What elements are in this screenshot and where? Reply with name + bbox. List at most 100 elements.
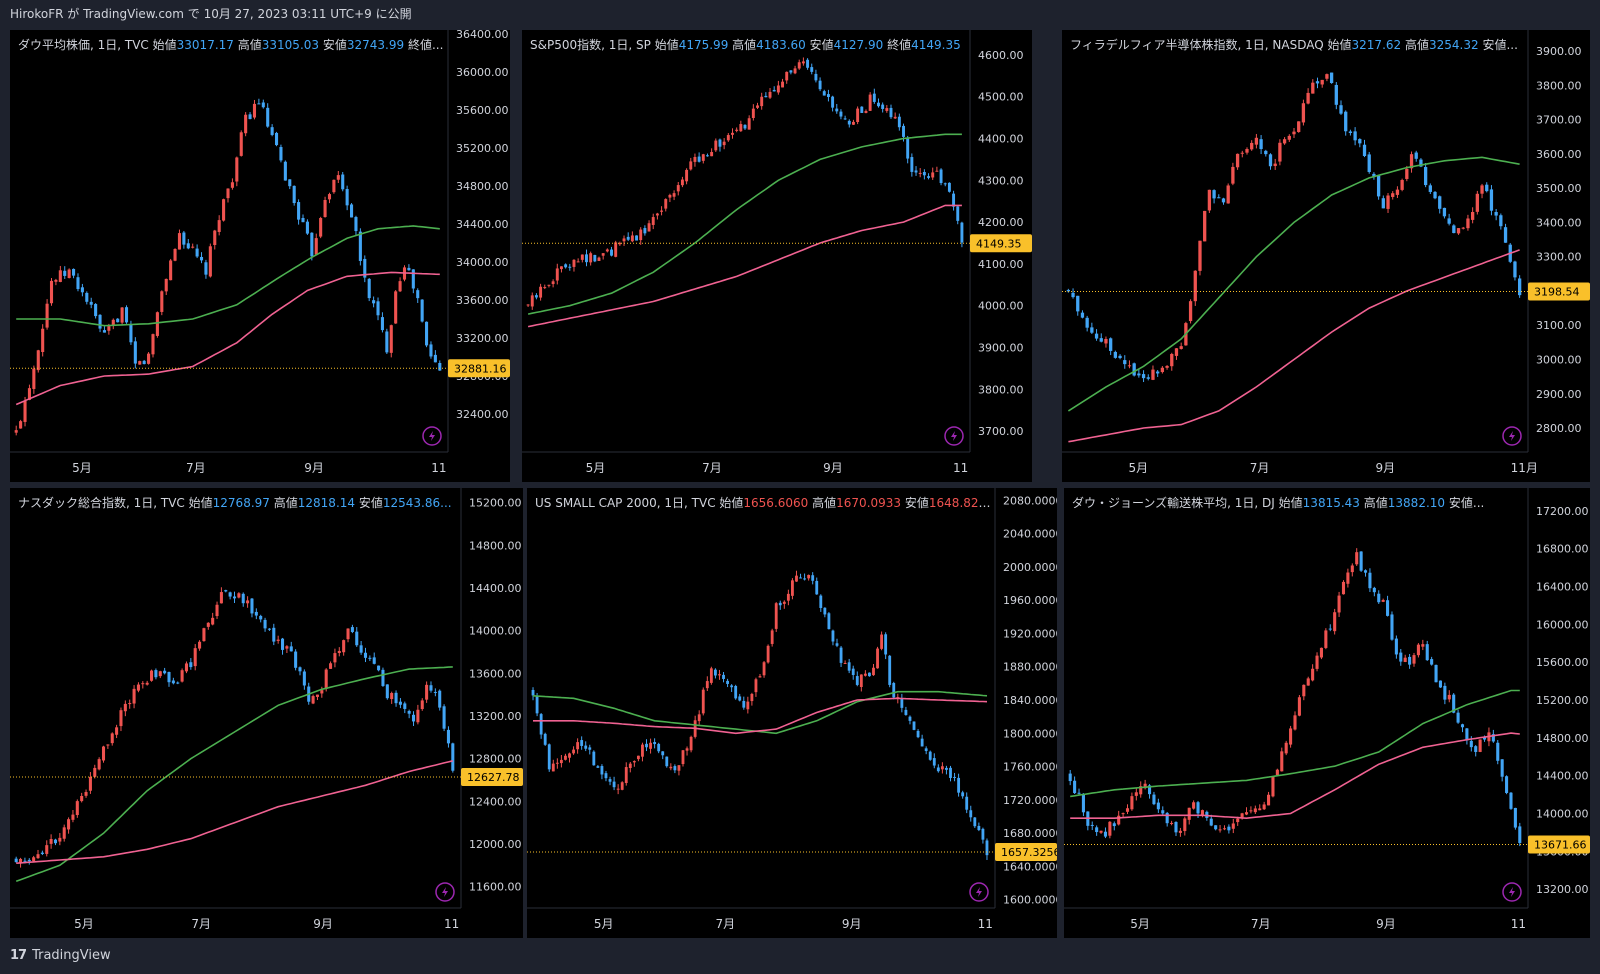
candle-body <box>624 767 628 784</box>
lightning-bolt <box>1509 887 1515 897</box>
candle-body <box>1372 173 1376 178</box>
chart-panel-sox[interactable]: 3900.00 3800.00 3700.00 3600.00 3500.00 3400.… <box>1062 30 1590 482</box>
last-price-label: 3198.54 <box>1534 285 1580 298</box>
candle-body <box>1320 79 1324 85</box>
candle-body <box>36 350 40 371</box>
candle-body <box>685 169 689 182</box>
candle-body <box>628 763 632 769</box>
chart-svg: 2080.0000 2040.0000 2000.0000 1960.0000 1920… <box>527 488 1057 931</box>
candle-body <box>213 230 217 245</box>
moving-average-long <box>1068 249 1520 443</box>
candle-body <box>1244 812 1249 815</box>
candle-body <box>1187 807 1191 820</box>
candle-body <box>754 679 758 693</box>
candle-body <box>939 169 943 183</box>
candle-body <box>119 710 123 727</box>
candle-body <box>1419 159 1423 167</box>
candle-body <box>530 295 534 307</box>
candle-body <box>23 860 27 862</box>
candle-body <box>71 814 75 820</box>
candle-body <box>672 193 676 197</box>
candle-body <box>701 154 705 161</box>
legend-label: 終値... <box>407 38 444 52</box>
candle-body <box>722 141 726 146</box>
candle-body <box>173 248 177 261</box>
candle-body <box>1125 808 1130 812</box>
y-tick-label: 3100.00 <box>1536 319 1582 332</box>
candle-body <box>713 669 717 676</box>
candle-body <box>101 746 106 761</box>
candle-body <box>305 221 309 234</box>
candle-body <box>685 748 689 751</box>
y-tick-label: 14800.00 <box>469 539 522 552</box>
chart-title: フィラデルフィア半導体株指数, 1日, NASDAQ <box>1070 38 1328 52</box>
chart-svg: 3900.00 3800.00 3700.00 3600.00 3500.00 3400.… <box>1062 30 1590 475</box>
x-tick-label: 9月 <box>1376 461 1396 475</box>
chart-panel-dow[interactable]: 36400.00 36000.00 35600.00 35200.00 34800.00… <box>10 30 510 482</box>
candle-body <box>1409 154 1414 169</box>
last-price-tag <box>1528 282 1590 301</box>
candle-body <box>589 253 593 263</box>
y-tick-label: 12400.00 <box>469 795 522 808</box>
candle-body <box>726 680 729 684</box>
candle-body <box>985 840 989 856</box>
candle-body <box>681 750 685 765</box>
candle-body <box>782 601 786 604</box>
candle-body <box>643 228 647 234</box>
candle-body <box>1212 190 1216 199</box>
candle-body <box>1174 821 1178 833</box>
y-tick-label: 36400.00 <box>456 30 509 41</box>
candle-body <box>1165 812 1169 824</box>
candle-body <box>664 199 668 209</box>
candle-body <box>689 736 693 751</box>
candle-body <box>827 613 831 630</box>
candle-body <box>872 667 875 676</box>
candle-body <box>1430 659 1434 665</box>
candle-body <box>1264 150 1268 155</box>
candle-body <box>772 89 776 92</box>
chart-panel-dow-transport[interactable]: 17200.00 16800.00 16400.00 16000.00 15600.00… <box>1064 488 1590 938</box>
chart-panel-russell2000[interactable]: 2080.0000 2040.0000 2000.0000 1960.0000 1920… <box>527 488 1057 938</box>
chart-panel-sp500[interactable]: 4600.00 4500.00 4400.00 4300.00 4200.00 4100.… <box>522 30 1032 482</box>
candle-body <box>1328 628 1332 630</box>
candle-body <box>618 242 622 245</box>
candle-body <box>1160 367 1165 373</box>
footer-brand: 17 TradingView <box>10 948 111 963</box>
candle-body <box>164 278 168 292</box>
candle-body <box>961 792 965 797</box>
candle-body <box>327 194 332 200</box>
candle-body <box>433 354 437 363</box>
chart-panel-nasdaq[interactable]: 15200.00 14800.00 14400.00 14000.00 13600.00… <box>10 488 523 938</box>
candle-body <box>726 135 730 141</box>
x-tick-label: 9月 <box>304 461 324 475</box>
candle-body <box>110 733 114 744</box>
candle-body <box>199 256 204 261</box>
lightning-icon <box>1502 426 1522 446</box>
candle-body <box>1405 168 1409 179</box>
y-tick-label: 1600.0000 <box>1003 894 1057 907</box>
candle-body <box>1156 371 1160 374</box>
candle-body <box>760 96 764 107</box>
candle-body <box>301 217 305 223</box>
candle-body <box>1443 685 1447 700</box>
candle-body <box>738 696 742 701</box>
candle-body <box>407 710 411 714</box>
candle-body <box>1273 163 1277 166</box>
candle-body <box>310 232 314 257</box>
candle-body <box>973 817 977 827</box>
candle-body <box>180 670 184 682</box>
candle-body <box>1391 193 1395 197</box>
candle-body <box>237 593 241 598</box>
candle-body <box>67 819 71 830</box>
candle-body <box>1376 175 1381 197</box>
candle-body <box>916 730 920 738</box>
candle-body <box>1262 804 1266 810</box>
y-tick-label: 1840.0000 <box>1003 694 1057 707</box>
candle-body <box>27 859 31 862</box>
candle-body <box>893 116 897 119</box>
candle-body <box>1151 369 1155 380</box>
candle-body <box>1350 565 1354 573</box>
candle-body <box>294 651 298 668</box>
candle-body <box>539 714 543 735</box>
moving-average-long <box>1070 732 1520 820</box>
